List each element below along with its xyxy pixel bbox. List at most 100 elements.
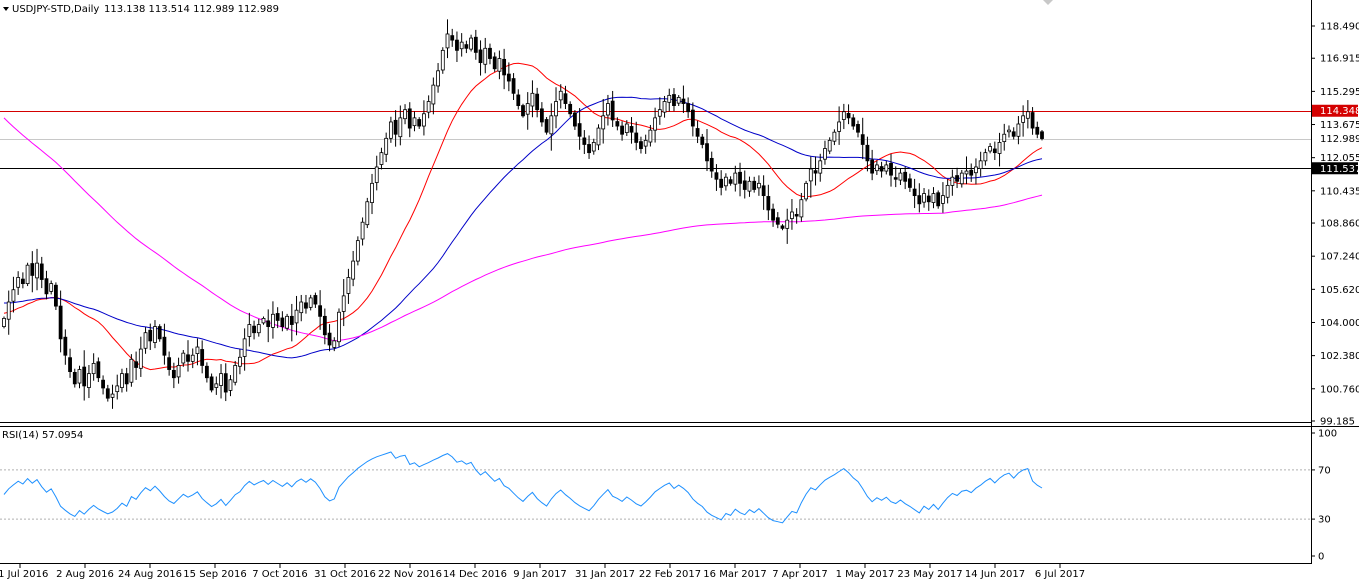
bull-candle xyxy=(558,90,563,101)
bear-candle xyxy=(1035,126,1040,135)
bear-candle xyxy=(690,109,695,127)
time-tick-label: 14 Dec 2016 xyxy=(443,569,507,580)
bull-candle xyxy=(25,264,30,285)
bull-candle xyxy=(2,317,6,327)
bear-candle xyxy=(634,132,639,143)
bull-candle xyxy=(214,383,219,388)
price-tick-label: 99.185 xyxy=(1320,417,1355,428)
bear-candle xyxy=(903,171,908,182)
bear-candle xyxy=(865,144,870,162)
bull-candle xyxy=(525,103,530,115)
bear-candle xyxy=(318,305,323,317)
bear-candle xyxy=(955,175,959,182)
bear-candle xyxy=(167,357,172,370)
bear-candle xyxy=(573,112,577,127)
price-tick-label: 107.240 xyxy=(1320,252,1359,263)
bull-candle xyxy=(657,109,662,117)
bull-candle xyxy=(228,379,233,391)
bear-candle xyxy=(728,179,733,184)
bull-candle xyxy=(6,301,11,320)
bull-candle xyxy=(374,166,379,183)
bull-candle xyxy=(983,152,988,162)
bull-candle xyxy=(16,277,21,288)
price-tick-label: 115.295 xyxy=(1320,87,1359,98)
bull-candle xyxy=(129,358,134,383)
price-axis: 118.490 116.915 115.295 113.675 112.055 110.4… xyxy=(1311,22,1359,428)
price-tick-label: 110.435 xyxy=(1320,186,1359,197)
price-labels: 114.348 112.989 111.537 xyxy=(1312,104,1359,175)
bull-candle xyxy=(483,47,488,65)
bull-candle xyxy=(841,111,846,120)
rsi-header-label: RSI(14) 57.0954 xyxy=(2,430,83,441)
bull-candle xyxy=(950,176,955,186)
rsi-tick-label: 100 xyxy=(1318,429,1337,440)
bull-candle xyxy=(299,301,304,314)
bull-candle xyxy=(676,97,681,104)
window-scroll-marker-icon[interactable] xyxy=(1043,0,1053,5)
collapse-triangle-icon[interactable] xyxy=(3,7,9,11)
bear-candle xyxy=(889,162,893,176)
time-tick-label: 31 Oct 2016 xyxy=(314,569,376,580)
ma-slow-line xyxy=(3,117,1043,342)
bear-candle xyxy=(535,93,540,111)
bear-candle xyxy=(186,354,190,362)
bull-candle xyxy=(823,148,827,160)
bear-candle xyxy=(304,302,308,309)
bull-candle xyxy=(370,182,374,203)
bear-candle xyxy=(506,73,511,82)
bear-candle xyxy=(846,112,851,119)
bull-candle xyxy=(497,58,502,72)
bear-candle xyxy=(473,36,478,53)
bear-candle xyxy=(322,315,327,336)
price-tick-label: 112.055 xyxy=(1320,153,1359,164)
bear-candle xyxy=(200,349,205,366)
bear-candle xyxy=(44,278,49,295)
bear-candle xyxy=(860,134,865,145)
bear-candle xyxy=(148,329,153,342)
bear-candle xyxy=(563,93,568,104)
bear-candle xyxy=(719,178,724,188)
bear-candle xyxy=(162,336,167,356)
time-tick-label: 11 Jul 2016 xyxy=(0,569,48,580)
rsi-tick-label: 30 xyxy=(1318,515,1331,526)
bull-candle xyxy=(87,373,91,388)
bull-candle xyxy=(549,115,554,135)
time-tick-label: 24 Aug 2016 xyxy=(118,569,182,580)
bull-candle xyxy=(1007,129,1011,133)
bear-candle xyxy=(478,49,483,64)
bear-candle xyxy=(700,136,705,145)
bull-candle xyxy=(591,142,596,152)
bear-candle xyxy=(615,121,620,127)
bull-candle xyxy=(384,137,389,155)
current-price-label-box xyxy=(1312,132,1358,145)
bull-candle xyxy=(138,348,143,369)
bear-candle xyxy=(695,128,700,137)
bull-candle xyxy=(436,70,440,87)
price-tick-label: 104.000 xyxy=(1320,318,1359,329)
bear-candle xyxy=(252,325,256,334)
bull-candle xyxy=(431,84,436,105)
bull-candle xyxy=(355,240,360,262)
bear-candle xyxy=(780,225,785,229)
bull-candle xyxy=(445,33,450,49)
bear-candle xyxy=(766,196,771,211)
chart-ohlc-values: 113.138 113.514 112.989 112.989 xyxy=(104,4,279,15)
chart-symbol-title: USDJPY-STD,Daily xyxy=(12,4,99,15)
bull-candle xyxy=(219,373,223,386)
time-tick-label: 14 Jun 2017 xyxy=(965,569,1025,580)
bull-candle xyxy=(818,160,823,174)
bear-candle xyxy=(544,119,549,133)
bull-candle xyxy=(988,146,992,152)
bull-candle xyxy=(469,37,474,50)
bear-candle xyxy=(223,373,228,393)
bull-candle xyxy=(176,365,181,378)
bear-candle xyxy=(813,170,818,174)
bull-candle xyxy=(922,193,926,203)
bear-candle xyxy=(417,119,422,127)
price-tick-label: 113.675 xyxy=(1320,120,1359,131)
bull-candle xyxy=(648,129,653,143)
bear-candle xyxy=(157,326,162,340)
bull-candle xyxy=(1002,133,1007,143)
